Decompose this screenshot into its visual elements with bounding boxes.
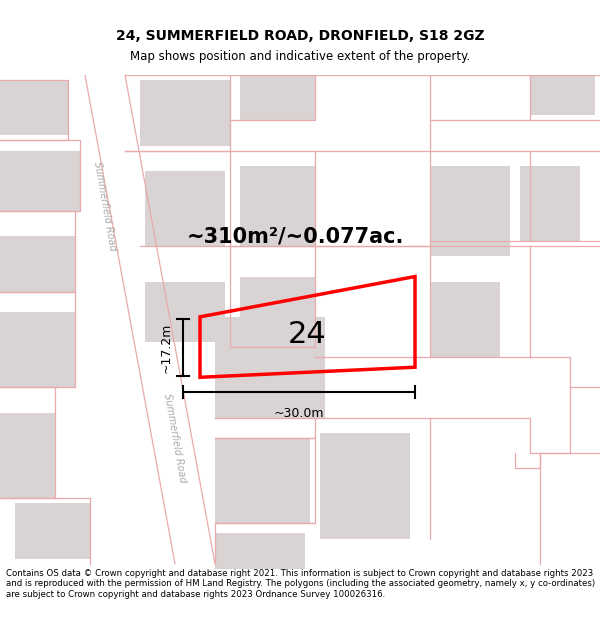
Polygon shape <box>85 75 215 569</box>
Text: ~310m²/~0.077ac.: ~310m²/~0.077ac. <box>187 226 404 246</box>
Bar <box>530 75 595 115</box>
Bar <box>240 276 315 347</box>
Text: 24, SUMMERFIELD ROAD, DRONFIELD, S18 2GZ: 24, SUMMERFIELD ROAD, DRONFIELD, S18 2GZ <box>116 29 484 42</box>
Bar <box>15 503 90 559</box>
Bar <box>145 171 225 246</box>
Text: Contains OS data © Crown copyright and database right 2021. This information is : Contains OS data © Crown copyright and d… <box>6 569 595 599</box>
Bar <box>0 80 68 136</box>
Bar <box>140 80 230 146</box>
Bar <box>0 151 80 211</box>
Text: ~30.0m: ~30.0m <box>274 406 324 419</box>
Text: Summerfield Road: Summerfield Road <box>92 161 118 251</box>
Bar <box>215 534 305 569</box>
Text: Map shows position and indicative extent of the property.: Map shows position and indicative extent… <box>130 51 470 63</box>
Text: Summerfield Road: Summerfield Road <box>162 392 188 483</box>
Bar <box>320 432 410 539</box>
Bar <box>215 438 310 523</box>
Bar <box>430 166 510 256</box>
Bar <box>0 236 75 292</box>
Text: ~17.2m: ~17.2m <box>160 322 173 372</box>
Bar <box>145 282 225 342</box>
Bar <box>240 75 315 121</box>
Text: 24: 24 <box>288 320 327 349</box>
Bar <box>0 412 55 498</box>
Bar <box>430 282 500 357</box>
Bar <box>520 166 580 241</box>
Bar <box>240 166 315 246</box>
Bar <box>0 312 75 388</box>
Bar <box>215 317 325 418</box>
